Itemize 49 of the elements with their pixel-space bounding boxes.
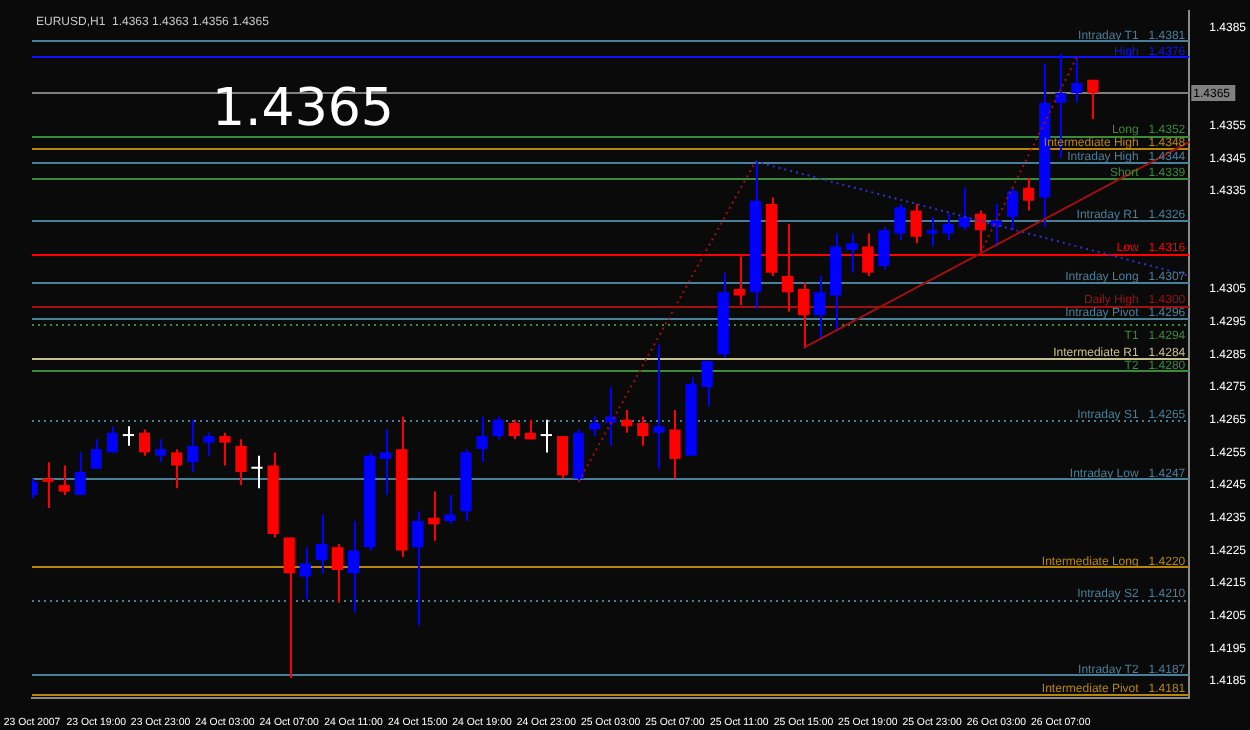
candlestick	[58, 464, 70, 496]
candlestick	[1071, 55, 1083, 104]
candlestick	[106, 425, 118, 454]
candlestick	[122, 425, 135, 447]
candlestick	[588, 415, 601, 438]
candlestick	[540, 418, 552, 454]
candlestick	[701, 359, 713, 408]
candlestick	[637, 415, 649, 447]
candlestick	[476, 415, 488, 464]
candlestick	[74, 451, 86, 496]
candlestick	[203, 431, 215, 457]
candlestick	[653, 343, 665, 470]
candlestick	[669, 408, 681, 480]
candlestick	[556, 435, 569, 480]
candlestick	[813, 274, 826, 340]
candlestick	[412, 510, 424, 627]
candlestick	[379, 428, 392, 496]
candlestick	[331, 542, 344, 604]
candlestick	[347, 520, 360, 614]
candlestick	[315, 513, 327, 575]
candlestick	[42, 461, 54, 509]
candlestick	[492, 415, 504, 441]
candlestick	[942, 212, 954, 241]
candlestick	[90, 438, 102, 470]
candlestick	[990, 203, 1003, 248]
candlestick	[154, 438, 167, 464]
annotation: 1.4365	[212, 79, 394, 140]
candlestick	[508, 418, 520, 441]
candlestick	[1087, 78, 1099, 121]
candlestick	[235, 438, 247, 487]
candlestick	[894, 203, 906, 241]
candlestick	[444, 493, 456, 526]
candlestick	[251, 454, 263, 490]
candlestick	[187, 418, 199, 474]
candlestick	[605, 386, 617, 447]
candlestick	[572, 428, 585, 483]
candlestick	[878, 225, 890, 271]
candlestick	[846, 232, 858, 274]
candlestick	[797, 281, 810, 349]
candlestick	[219, 431, 231, 467]
candlestick	[910, 203, 922, 245]
candlestick	[1022, 176, 1035, 212]
candlestick	[1006, 186, 1019, 232]
candlestick	[926, 216, 938, 248]
candlestick	[283, 536, 295, 679]
candlestick	[138, 428, 151, 457]
candlestick	[171, 448, 183, 490]
candlestick	[299, 546, 311, 601]
candlestick	[958, 186, 970, 232]
